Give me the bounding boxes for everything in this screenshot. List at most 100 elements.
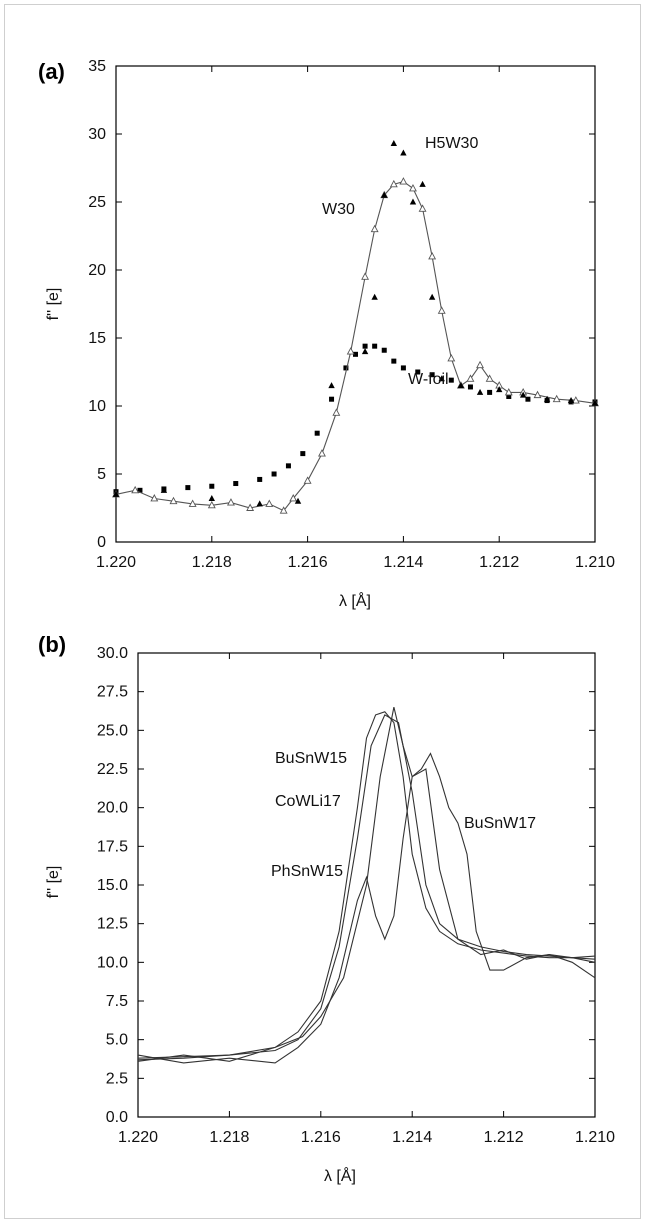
panel-b-y-tick-label: 0.0: [106, 1109, 128, 1126]
point-h5w30: [208, 494, 215, 501]
point-w30: [466, 374, 475, 382]
point-w30: [361, 272, 370, 280]
point-w-foil: [448, 377, 454, 383]
point-h5w30: [328, 382, 335, 389]
series-line-w30: [115, 180, 596, 512]
point-w30: [485, 374, 494, 382]
point-w30: [265, 499, 274, 507]
panel-a-ticks: 1.220 1.218 1.216 1.214 1.212 1.210 0 5 10 15 20 25…: [88, 58, 615, 571]
series-w-foil: [113, 343, 598, 495]
panel-a-y-tick-label: 35: [88, 58, 106, 75]
panel-b-y-tick-label: 27.5: [97, 684, 128, 701]
point-w-foil: [209, 483, 215, 489]
point-h5w30: [160, 486, 168, 493]
point-w-foil: [415, 369, 421, 375]
series-phsnw15: [137, 768, 596, 1064]
point-w30: [289, 494, 298, 502]
point-w30: [150, 494, 159, 502]
panel-a-x-tick-label: 1.212: [479, 554, 519, 571]
series-busnw15: [137, 711, 596, 1059]
point-w-foil: [185, 485, 191, 491]
panel-a-y-tick-label: 30: [88, 126, 106, 143]
panel-b-y-tick-label: 12.5: [97, 916, 128, 933]
point-w30: [504, 387, 513, 396]
point-h5w30: [476, 388, 484, 395]
point-w30: [227, 498, 235, 506]
panel-b-y-tick-label: 22.5: [97, 761, 128, 778]
point-w30: [370, 224, 379, 233]
point-w30: [418, 204, 427, 212]
label-cowli17: CoWLi17: [275, 793, 341, 810]
panel-a-y-tick-label: 0: [97, 534, 106, 551]
point-w30: [303, 476, 312, 484]
point-w30: [389, 179, 398, 188]
panel-b-y-axis-label: f'' [e]: [45, 866, 62, 899]
panel-a-x-tick-label: 1.210: [575, 554, 615, 571]
point-w30: [131, 485, 140, 494]
point-w30: [332, 408, 341, 416]
point-w30: [188, 499, 197, 507]
series-line-cowli17: [137, 714, 596, 1061]
label-w-foil: W-foil: [408, 371, 449, 388]
series-h5w30: [112, 140, 599, 507]
panel-b-x-tick-label: 1.218: [209, 1129, 249, 1146]
point-h5w30: [428, 293, 436, 300]
point-w-foil: [233, 481, 239, 487]
panel-a-y-tick-label: 10: [88, 398, 106, 415]
panel-a-y-tick-label: 5: [97, 466, 106, 483]
point-w30: [279, 506, 288, 514]
figure-frame: [4, 4, 641, 1219]
panel-b-x-tick-label: 1.214: [392, 1129, 432, 1146]
panel-b-y-tick-label: 30.0: [97, 645, 128, 662]
series-w30: [112, 177, 599, 514]
panel-b-y-tick-label: 7.5: [106, 993, 128, 1010]
panel-b-x-tick-label: 1.210: [575, 1129, 615, 1146]
point-h5w30: [457, 382, 465, 389]
panel-b-y-tick-label: 25.0: [97, 722, 128, 739]
point-h5w30: [519, 391, 527, 398]
panel-a-x-axis-label: λ [Å]: [339, 591, 371, 610]
point-h5w30: [567, 397, 575, 404]
point-w-foil: [353, 351, 358, 357]
panel-a-y-tick-label: 15: [88, 330, 106, 347]
panel-a: (a) λ [Å] f'' [e] 1.220 1.218 1.216 1.214 1.…: [38, 58, 615, 610]
point-w30: [447, 353, 456, 362]
point-w-foil: [314, 430, 320, 436]
point-w30: [437, 306, 446, 314]
series-cowli17: [137, 714, 596, 1061]
point-w30: [169, 496, 178, 505]
point-w-foil: [137, 487, 143, 493]
point-w-foil: [271, 471, 277, 477]
point-w30: [409, 183, 417, 192]
point-h5w30: [256, 500, 263, 507]
point-w-foil: [400, 365, 406, 371]
point-w-foil: [381, 347, 387, 353]
label-busnw17: BuSnW17: [464, 815, 536, 832]
panel-a-x-tick-label: 1.220: [96, 554, 136, 571]
panel-a-plot-area: [115, 65, 596, 543]
series-line-busnw15: [137, 711, 596, 1059]
point-h5w30: [409, 198, 417, 205]
point-w-foil: [372, 343, 378, 349]
point-h5w30: [543, 395, 551, 402]
point-h5w30: [381, 191, 388, 198]
point-h5w30: [496, 386, 503, 393]
panel-a-series: [112, 140, 599, 514]
point-h5w30: [112, 490, 120, 497]
point-w-foil: [429, 372, 435, 378]
panel-b-x-tick-label: 1.212: [484, 1129, 524, 1146]
point-w30: [533, 390, 542, 399]
label-phsnw15: PhSnW15: [271, 863, 343, 880]
point-w30: [552, 394, 561, 403]
point-w-foil: [300, 451, 306, 457]
panel-a-y-tick-label: 20: [88, 262, 106, 279]
panel-b-y-tick-label: 5.0: [106, 1032, 128, 1049]
panel-b-x-tick-label: 1.220: [118, 1129, 158, 1146]
panel-a-x-tick-label: 1.218: [192, 554, 232, 571]
panel-b-y-tick-label: 2.5: [106, 1070, 128, 1087]
point-w-foil: [285, 463, 291, 469]
label-h5w30: H5W30: [425, 135, 478, 152]
point-w-foil: [343, 365, 349, 371]
panel-b-label: (b): [38, 632, 66, 657]
